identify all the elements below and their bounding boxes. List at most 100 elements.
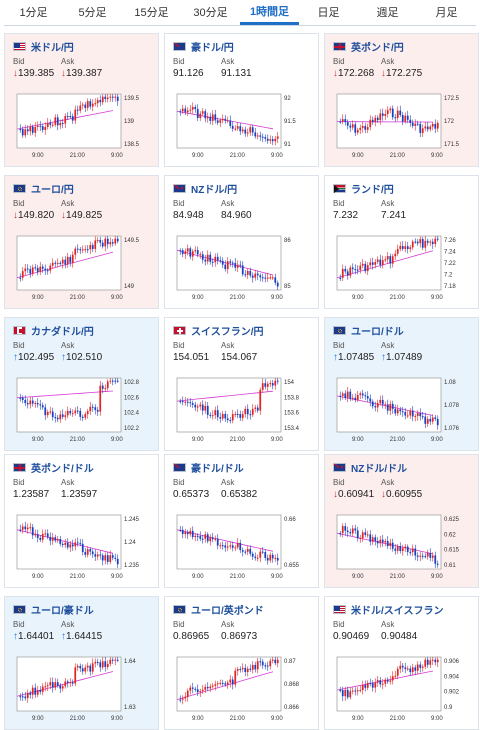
rate-card[interactable]: ユーロ/豪ドル Bid Ask ↑1.64401 ↑1.64415 1.64 1.63 9:0… (4, 596, 159, 730)
x-tick-label: 21:00 (390, 153, 406, 159)
candle (392, 256, 394, 263)
currency-pair-link[interactable]: ユーロ/ドル (351, 323, 404, 338)
price-chart[interactable]: 0.906 0.904 0.902 0.9 9:00 21:00 9:00 (333, 653, 473, 723)
price-chart[interactable]: 1.245 1.24 1.235 9:00 21:00 9:00 (13, 511, 153, 581)
candle (114, 660, 116, 661)
currency-pair-link[interactable]: ユーロ/豪ドル (31, 602, 94, 617)
y-tick-label: 102.8 (124, 380, 140, 386)
candle (182, 698, 184, 699)
candle (384, 114, 386, 116)
rate-card[interactable]: 英ポンド/円 Bid Ask ↓172.268 ↓172.275 172.5 172 171.… (324, 33, 479, 167)
candle (374, 262, 376, 265)
candle (379, 540, 381, 544)
candle (219, 120, 221, 122)
y-tick-label: 153.6 (284, 411, 300, 417)
currency-pair-link[interactable]: 英ポンド/円 (351, 39, 404, 54)
rate-card[interactable]: スイスフラン/円 Bid Ask 154.051 154.067 154 153.8 153.… (164, 317, 319, 451)
currency-pair-link[interactable]: ユーロ/円 (31, 181, 74, 196)
price-chart[interactable]: 86 85 9:00 21:00 9:00 (173, 232, 313, 302)
price-chart[interactable]: 149.5 149 9:00 21:00 9:00 (13, 232, 153, 302)
rate-card[interactable]: 豪ドル/円 Bid Ask 91.126 91.131 92 91.5 91 9:00 21:00… (164, 33, 319, 167)
price-chart[interactable]: 0.625 0.62 0.615 0.61 9:00 21:00 9:00 (333, 511, 473, 581)
bid-label: Bid (13, 57, 61, 66)
bid-value: 154.051 (173, 352, 209, 363)
candle (402, 115, 404, 121)
candle (257, 558, 259, 559)
rate-card[interactable]: 米ドル/スイスフラン Bid Ask 0.90469 0.90484 0.906 0.904… (324, 596, 479, 730)
price-chart[interactable]: 154 153.8 153.6 153.4 9:00 21:00 9:00 (173, 374, 313, 444)
candle (34, 688, 36, 695)
tab-7[interactable]: 月足 (417, 0, 476, 25)
tab-5[interactable]: 日足 (299, 0, 358, 25)
candle (217, 257, 219, 260)
bid-ask-values: 154.051 154.067 (173, 352, 209, 363)
tab-4[interactable]: 1時間足 (240, 0, 299, 25)
tab-2[interactable]: 15分足 (122, 0, 181, 25)
currency-pair-link[interactable]: 豪ドル/ドル (191, 460, 244, 475)
rate-card[interactable]: ユーロ/英ポンド Bid Ask 0.86965 0.86973 0.87 0.868 0.8… (164, 596, 319, 730)
price-chart[interactable]: 1.64 1.63 9:00 21:00 9:00 (13, 653, 153, 723)
y-tick-label: 91 (284, 142, 291, 148)
ask-value: 0.60955 (386, 489, 422, 500)
candle (102, 661, 104, 667)
rate-card[interactable]: ユーロ/ドル Bid Ask ↑1.07485 ↑1.07489 1.08 1.078 1.0… (324, 317, 479, 451)
candle (274, 277, 276, 282)
candle (389, 680, 391, 681)
currency-pair-link[interactable]: 米ドル/スイスフラン (351, 602, 443, 617)
rate-card[interactable]: NZドル/円 Bid Ask 84.948 84.960 86 85 9:00 21:00 9:0… (164, 175, 319, 309)
rate-card[interactable]: NZドル/ドル Bid Ask ↓0.60941 ↓0.60955 0.625 0.62 0.… (324, 454, 479, 588)
candle (239, 669, 241, 670)
bid-value: 1.23587 (13, 489, 49, 500)
price-chart[interactable]: 92 91.5 91 9:00 21:00 9:00 (173, 90, 313, 160)
x-tick-label: 9:00 (271, 716, 283, 722)
rate-card[interactable]: 英ポンド/ドル Bid Ask 1.23587 1.23597 1.245 1.24 1.23… (4, 454, 159, 588)
candle (204, 406, 206, 411)
price-chart[interactable]: 1.08 1.078 1.076 9:00 21:00 9:00 (333, 374, 473, 444)
candle (407, 547, 409, 552)
y-tick-label: 1.245 (124, 517, 140, 523)
candle (272, 555, 274, 559)
candle (354, 528, 356, 530)
rate-card[interactable]: カナダドル/円 Bid Ask ↑102.495 ↑102.510 102.8 102.6 1… (4, 317, 159, 451)
candle (42, 126, 44, 130)
price-chart[interactable]: 7.26 7.24 7.22 7.2 7.18 9:00 21:00 9:00 (333, 232, 473, 302)
candle (382, 113, 384, 115)
currency-pair-link[interactable]: スイスフラン/円 (191, 323, 263, 338)
tab-6[interactable]: 週足 (358, 0, 417, 25)
bid-ask-labels: Bid Ask (333, 199, 429, 208)
candle (22, 398, 24, 400)
price-chart[interactable]: 102.8 102.6 102.4 102.2 9:00 21:00 9:00 (13, 374, 153, 444)
chart-frame (177, 515, 281, 569)
candle (222, 683, 224, 684)
bid-value: 1.64401 (18, 631, 54, 642)
currency-pair-link[interactable]: 英ポンド/ドル (31, 460, 94, 475)
candle (402, 246, 404, 249)
card-header: ユーロ/円 (13, 182, 74, 194)
price-chart[interactable]: 0.66 0.655 9:00 21:00 9:00 (173, 511, 313, 581)
candle (239, 414, 241, 418)
currency-pair-link[interactable]: 豪ドル/円 (191, 39, 234, 54)
candle (212, 415, 214, 416)
candle (37, 403, 39, 404)
currency-pair-link[interactable]: 米ドル/円 (31, 39, 74, 54)
tab-0[interactable]: 1分足 (4, 0, 63, 25)
currency-pair-link[interactable]: カナダドル/円 (31, 323, 94, 338)
price-chart[interactable]: 0.87 0.868 0.866 9:00 21:00 9:00 (173, 653, 313, 723)
currency-pair-link[interactable]: ランド/円 (351, 181, 394, 196)
currency-pair-link[interactable]: NZドル/ドル (351, 460, 407, 475)
rate-card[interactable]: 米ドル/円 Bid Ask ↓139.385 ↓139.387 139.5 139 138.5… (4, 33, 159, 167)
candle (52, 537, 54, 540)
ask-value: 1.23597 (61, 489, 97, 500)
rate-card[interactable]: ユーロ/円 Bid Ask ↓149.820 ↓149.825 149.5 149 9:00 2… (4, 175, 159, 309)
candle (24, 697, 26, 699)
price-chart[interactable]: 172.5 172 171.5 9:00 21:00 9:00 (333, 90, 473, 160)
price-chart[interactable]: 139.5 139 138.5 9:00 21:00 9:00 (13, 90, 153, 160)
currency-pair-link[interactable]: ユーロ/英ポンド (191, 602, 264, 617)
rate-card[interactable]: 豪ドル/ドル Bid Ask 0.65373 0.65382 0.66 0.655 9:00 2… (164, 454, 319, 588)
rate-card[interactable]: ランド/円 Bid Ask 7.232 7.241 7.26 7.24 7.22 7.2 7.18… (324, 175, 479, 309)
currency-pair-link[interactable]: NZドル/円 (191, 181, 237, 196)
tab-3[interactable]: 30分足 (181, 0, 240, 25)
candle (267, 278, 269, 279)
tab-1[interactable]: 5分足 (63, 0, 122, 25)
bid-ask-labels: Bid Ask (333, 341, 429, 350)
